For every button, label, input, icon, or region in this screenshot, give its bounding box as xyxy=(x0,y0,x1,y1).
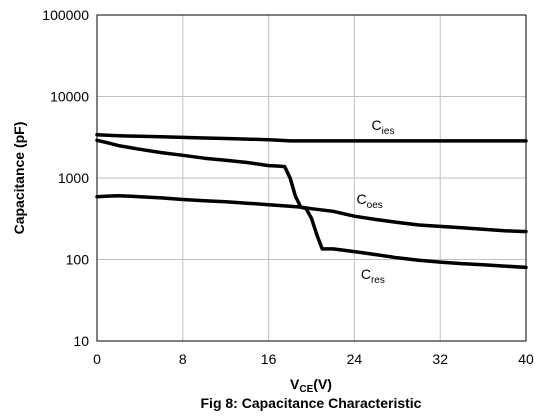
series-layer xyxy=(95,132,528,270)
plot-frame xyxy=(96,14,527,342)
x-tick-labels: 0 8 16 24 32 40 xyxy=(93,351,534,367)
x-tick-label: 16 xyxy=(261,351,277,367)
series-line-coes xyxy=(95,138,528,234)
series-line-cies xyxy=(95,132,528,143)
x-tick-label: 8 xyxy=(179,351,187,367)
grid-lines xyxy=(97,15,526,341)
y-tick-label: 100000 xyxy=(42,7,89,23)
y-tick-label: 10000 xyxy=(50,89,89,105)
x-tick-label: 24 xyxy=(347,351,363,367)
y-tick-labels: 10 100 1000 10000 100000 xyxy=(42,7,89,349)
series-labels: Cies Coes Cres xyxy=(357,117,395,286)
series-label-cies: Cies xyxy=(372,117,395,137)
series-line-cres xyxy=(95,194,528,270)
figure-caption: Fig 8: Capacitance Characteristic xyxy=(201,395,422,411)
y-tick-label: 1000 xyxy=(58,170,89,186)
x-axis-label: VCE(V) xyxy=(290,376,332,395)
y-tick-label: 100 xyxy=(66,252,90,268)
x-tick-label: 0 xyxy=(93,351,101,367)
y-tick-label: 10 xyxy=(73,333,89,349)
x-tick-label: 32 xyxy=(432,351,448,367)
series-label-coes: Coes xyxy=(357,191,383,211)
x-tick-label: 40 xyxy=(518,351,534,367)
series-label-cres: Cres xyxy=(361,266,385,286)
y-axis-label: Capacitance (pF) xyxy=(11,122,27,235)
